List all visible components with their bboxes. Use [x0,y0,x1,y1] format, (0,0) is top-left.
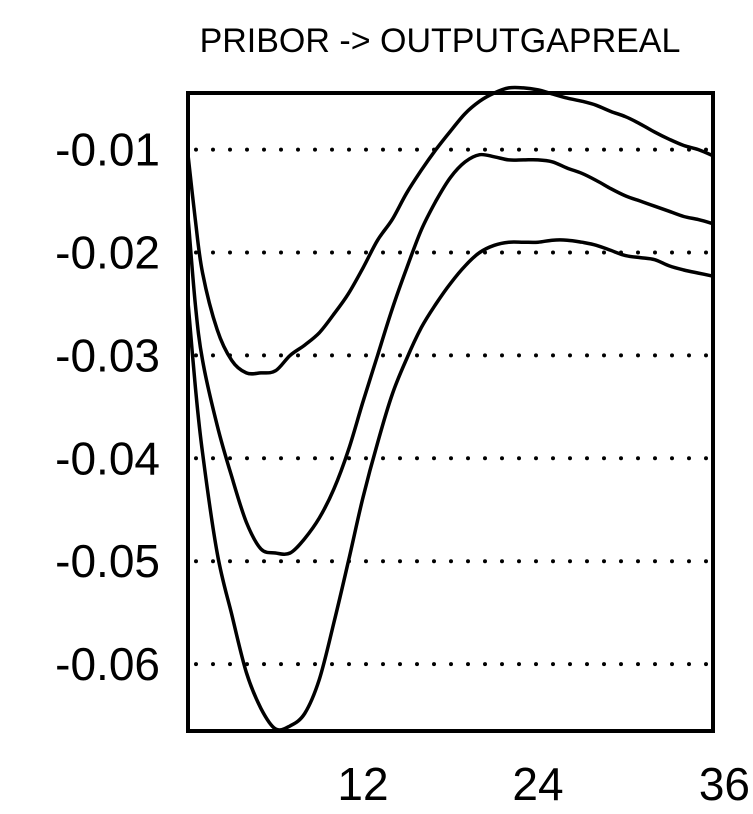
y-tick-label: -0.03 [55,329,160,381]
y-tick-label: -0.05 [55,535,160,587]
plot-frame [186,91,715,733]
chart-title: PRIBOR -> OUTPUTGAPREAL [200,22,681,60]
x-tick-label: 24 [512,758,563,810]
x-tick-label: 12 [337,758,388,810]
x-tick-label: 36 [699,758,750,810]
series-lines [186,85,714,732]
y-tick-label: -0.06 [55,638,160,690]
y-tick-label: -0.01 [55,124,160,176]
y-tick-label: -0.02 [55,227,160,279]
y-tick-labels: -0.01 -0.02 -0.03 -0.04 -0.05 -0.06 [55,124,160,691]
upper-band-line [186,85,714,376]
grid-lines [194,147,711,667]
impulse-response-line [186,152,714,556]
y-tick-label: -0.04 [55,432,160,484]
x-tick-labels: 12 24 36 [337,758,750,810]
lower-band-line [186,238,714,732]
